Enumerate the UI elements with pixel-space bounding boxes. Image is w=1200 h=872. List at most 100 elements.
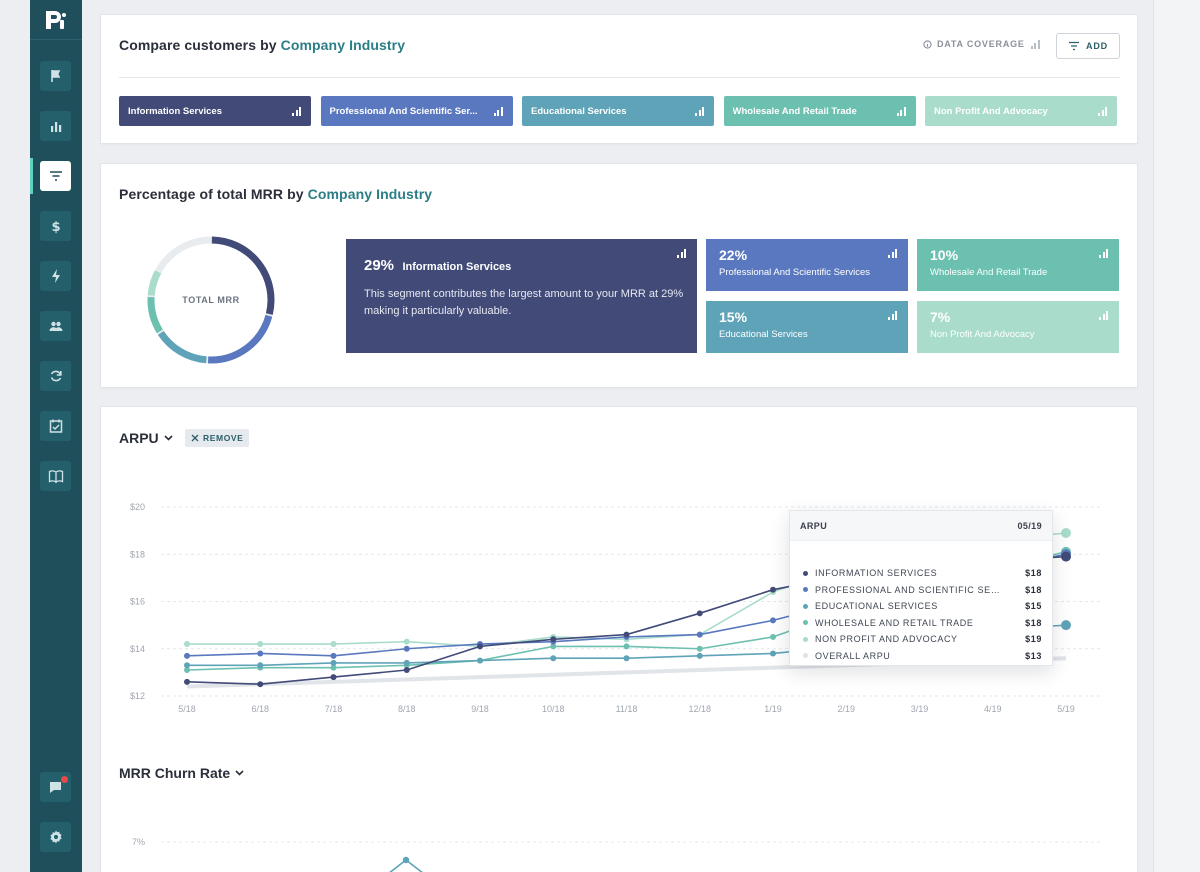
x-tick-label: 12/18 (688, 704, 711, 714)
sidebar-item-reports[interactable] (40, 111, 71, 141)
signal-bars-icon (676, 249, 687, 258)
y-tick-label: $20 (130, 502, 145, 512)
refresh-icon (50, 370, 62, 382)
data-point[interactable] (770, 586, 776, 593)
data-point[interactable] (403, 645, 410, 652)
sidebar-item-goals[interactable] (40, 61, 71, 91)
data-point[interactable] (184, 678, 190, 685)
data-point[interactable] (696, 631, 703, 638)
segment-chip[interactable]: Non Profit And Advocacy (925, 96, 1117, 126)
sidebar-item-activity[interactable] (40, 261, 71, 291)
data-point[interactable] (184, 652, 190, 659)
data-point[interactable] (477, 643, 483, 650)
data-point[interactable] (623, 643, 630, 650)
data-point[interactable] (403, 659, 410, 666)
data-point[interactable] (330, 659, 337, 666)
data-point-highlight[interactable] (1061, 620, 1071, 631)
tooltip-series-value: $18 (1025, 617, 1042, 628)
data-point[interactable] (770, 633, 776, 640)
tile-pct: 7% (930, 309, 951, 325)
data-point[interactable] (402, 856, 410, 864)
data-point[interactable] (184, 662, 190, 669)
tile-pct: 10% (930, 247, 959, 263)
sidebar-item-customers[interactable] (40, 311, 71, 341)
app-logo[interactable] (30, 0, 82, 40)
sidebar-item-tasks[interactable] (40, 411, 71, 441)
data-point[interactable] (696, 610, 703, 617)
y-tick-label: 7% (132, 837, 145, 847)
segment-chip-label: Information Services (128, 105, 222, 117)
data-point[interactable] (257, 641, 264, 648)
remove-metric-button[interactable]: REMOVE (185, 429, 250, 447)
highlight-pct: 29% (364, 257, 395, 274)
data-point[interactable] (257, 681, 264, 688)
data-point[interactable] (696, 652, 703, 659)
donut-slice[interactable] (147, 296, 163, 334)
compare-card: Compare customers by Company Industry DA… (100, 14, 1138, 144)
churn-line-chart[interactable]: 7% (101, 827, 1139, 872)
svg-text:$: $ (51, 220, 60, 234)
data-point[interactable] (330, 664, 337, 671)
sidebar-item-retention[interactable] (40, 361, 71, 391)
segment-chip[interactable]: Information Services (119, 96, 311, 126)
sidebar-item-docs[interactable] (40, 461, 71, 491)
data-point[interactable] (403, 638, 410, 645)
legend-dot-icon (803, 636, 808, 642)
highlight-name: Information Services (402, 261, 512, 273)
data-point[interactable] (696, 645, 703, 652)
data-point[interactable] (257, 662, 264, 669)
compare-dimension-link[interactable]: Company Industry (280, 37, 406, 53)
data-point[interactable] (550, 655, 557, 662)
sidebar-item-messages[interactable] (40, 772, 71, 802)
signal-bars-icon (1030, 39, 1041, 49)
x-tick-label: 7/18 (325, 704, 343, 714)
x-tick-label: 5/18 (178, 704, 196, 714)
sidebar-item-revenue[interactable]: $ (40, 211, 71, 241)
data-point-highlight[interactable] (1061, 551, 1071, 562)
data-point[interactable] (623, 655, 630, 662)
segment-chip[interactable]: Professional And Scientific Ser... (320, 96, 513, 126)
data-point[interactable] (330, 652, 337, 659)
tooltip-title: ARPU (800, 520, 828, 531)
data-point[interactable] (257, 650, 264, 657)
mrr-dimension-link[interactable]: Company Industry (307, 186, 433, 202)
signal-bars-icon (493, 106, 504, 116)
segment-chip-label: Non Profit And Advocacy (934, 105, 1048, 117)
data-point[interactable] (770, 650, 776, 657)
segment-share-tile[interactable]: 15% Educational Services (706, 301, 908, 353)
data-point[interactable] (330, 641, 337, 648)
data-point[interactable] (477, 657, 483, 664)
segment-share-tile[interactable]: 7% Non Profit And Advocacy (917, 301, 1119, 353)
churn-metric-dropdown[interactable]: MRR Churn Rate (119, 765, 244, 781)
data-point[interactable] (184, 641, 190, 648)
total-mrr-donut: TOTAL MRR (143, 232, 279, 368)
donut-slice[interactable] (157, 330, 207, 364)
filter-icon (1069, 41, 1080, 51)
data-coverage-toggle[interactable]: DATA COVERAGE (923, 39, 1041, 49)
data-point[interactable] (770, 617, 776, 624)
donut-center-label: TOTAL MRR (182, 295, 240, 305)
data-point[interactable] (623, 631, 630, 638)
compare-title: Compare customers by Company Industry (119, 37, 405, 53)
data-point[interactable] (550, 636, 557, 643)
segment-share-tile[interactable]: 22% Professional And Scientific Services (706, 239, 908, 291)
data-point[interactable] (550, 643, 557, 650)
mrr-share-title: Percentage of total MRR by Company Indus… (119, 186, 432, 202)
segment-chip[interactable]: Educational Services (522, 96, 714, 126)
donut-slice[interactable] (207, 314, 273, 364)
sidebar-item-settings[interactable] (40, 822, 71, 852)
tooltip-series-value: $19 (1025, 634, 1042, 645)
segment-share-tile[interactable]: 10% Wholesale And Retail Trade (917, 239, 1119, 291)
sidebar-item-segments[interactable] (30, 158, 71, 194)
x-tick-label: 3/19 (911, 704, 929, 714)
donut-slice[interactable] (211, 236, 275, 315)
donut-slice[interactable] (147, 270, 162, 296)
data-point[interactable] (403, 667, 410, 674)
data-point[interactable] (330, 674, 337, 681)
data-point[interactable] (184, 667, 190, 674)
segment-chip[interactable]: Wholesale And Retail Trade (723, 96, 916, 126)
arpu-metric-dropdown[interactable]: ARPU (119, 430, 173, 446)
add-segment-button[interactable]: ADD (1056, 33, 1120, 59)
data-point-highlight[interactable] (1061, 527, 1071, 538)
highlight-segment-tile[interactable]: 29% Information Services This segment co… (346, 239, 697, 353)
